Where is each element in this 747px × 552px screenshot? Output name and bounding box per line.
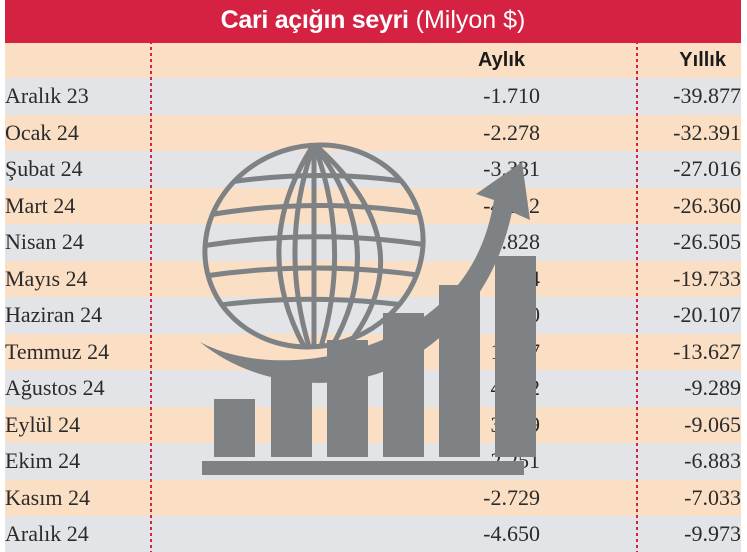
cell-aylik: -584: [305, 260, 540, 297]
cell-aylik: 840: [305, 297, 540, 334]
table-row: Ağustos 24 4.892 -9.289: [5, 370, 741, 407]
table-row: Ocak 24 -2.278 -32.391: [5, 114, 741, 151]
cell-period: Ekim 24: [5, 443, 305, 480]
cell-yillik: -9.289: [540, 370, 741, 407]
cell-period: Aralık 24: [5, 516, 305, 552]
cell-yillik: -13.627: [540, 333, 741, 370]
cell-yillik: -26.505: [540, 224, 741, 261]
cell-period: Kasım 24: [5, 479, 305, 516]
cell-aylik: -4.122: [305, 187, 540, 224]
cell-period: Ocak 24: [5, 114, 305, 151]
table-row: Şubat 24 -3.331 -27.016: [5, 151, 741, 188]
cell-yillik: -19.733: [540, 260, 741, 297]
table-header-row: Aylık Yıllık: [5, 41, 741, 78]
cell-aylik: -2.729: [305, 479, 540, 516]
column-header-aylik: Aylık: [305, 41, 540, 78]
data-table-wrapper: Aylık Yıllık Aralık 23 -1.710 -39.877 Ocak …: [5, 41, 741, 552]
page-title: Cari açığın seyri (Milyon $): [221, 8, 526, 33]
cell-yillik: -6.883: [540, 443, 741, 480]
current-account-deficit-table: Aylık Yıllık Aralık 23 -1.710 -39.877 Ocak …: [5, 41, 741, 552]
column-header-yillik: Yıllık: [540, 41, 741, 78]
cell-aylik: 2.251: [305, 443, 540, 480]
title-banner: Cari açığın seyri (Milyon $): [5, 0, 741, 41]
cell-aylik: -4.650: [305, 516, 540, 552]
table-row: Haziran 24 840 -20.107: [5, 297, 741, 334]
cell-yillik: -39.877: [540, 78, 741, 115]
table-row: Eylül 24 3.079 -9.065: [5, 406, 741, 443]
cell-period: Haziran 24: [5, 297, 305, 334]
column-header-period: [5, 41, 305, 78]
table-head: Aylık Yıllık: [5, 41, 741, 78]
cell-period: Mayıs 24: [5, 260, 305, 297]
table-row: Nisan 24 -4.828 -26.505: [5, 224, 741, 261]
cell-yillik: -20.107: [540, 297, 741, 334]
cell-period: Ağustos 24: [5, 370, 305, 407]
cell-aylik: -1.710: [305, 78, 540, 115]
page-title-main: Cari açığın seyri: [220, 6, 409, 34]
cell-aylik: 1.487: [305, 333, 540, 370]
cell-yillik: -32.391: [540, 114, 741, 151]
cell-aylik: -4.828: [305, 224, 540, 261]
table-row: Aralık 24 -4.650 -9.973: [5, 516, 741, 552]
cell-period: Mart 24: [5, 187, 305, 224]
table-row: Kasım 24 -2.729 -7.033: [5, 479, 741, 516]
cell-yillik: -27.016: [540, 151, 741, 188]
table-row: Ekim 24 2.251 -6.883: [5, 443, 741, 480]
cell-yillik: -26.360: [540, 187, 741, 224]
cell-aylik: -3.331: [305, 151, 540, 188]
table-row: Temmuz 24 1.487 -13.627: [5, 333, 741, 370]
cell-period: Nisan 24: [5, 224, 305, 261]
cell-period: Şubat 24: [5, 151, 305, 188]
cell-period: Eylül 24: [5, 406, 305, 443]
cell-aylik: -2.278: [305, 114, 540, 151]
table-row: Mayıs 24 -584 -19.733: [5, 260, 741, 297]
cell-period: Aralık 23: [5, 78, 305, 115]
table-row: Aralık 23 -1.710 -39.877: [5, 78, 741, 115]
cell-yillik: -7.033: [540, 479, 741, 516]
cell-aylik: 4.892: [305, 370, 540, 407]
cell-yillik: -9.973: [540, 516, 741, 552]
cell-aylik: 3.079: [305, 406, 540, 443]
table-body: Aralık 23 -1.710 -39.877 Ocak 24 -2.278 -32.3…: [5, 78, 741, 552]
page-title-unit: (Milyon $): [408, 6, 526, 34]
cell-period: Temmuz 24: [5, 333, 305, 370]
cell-yillik: -9.065: [540, 406, 741, 443]
table-row: Mart 24 -4.122 -26.360: [5, 187, 741, 224]
